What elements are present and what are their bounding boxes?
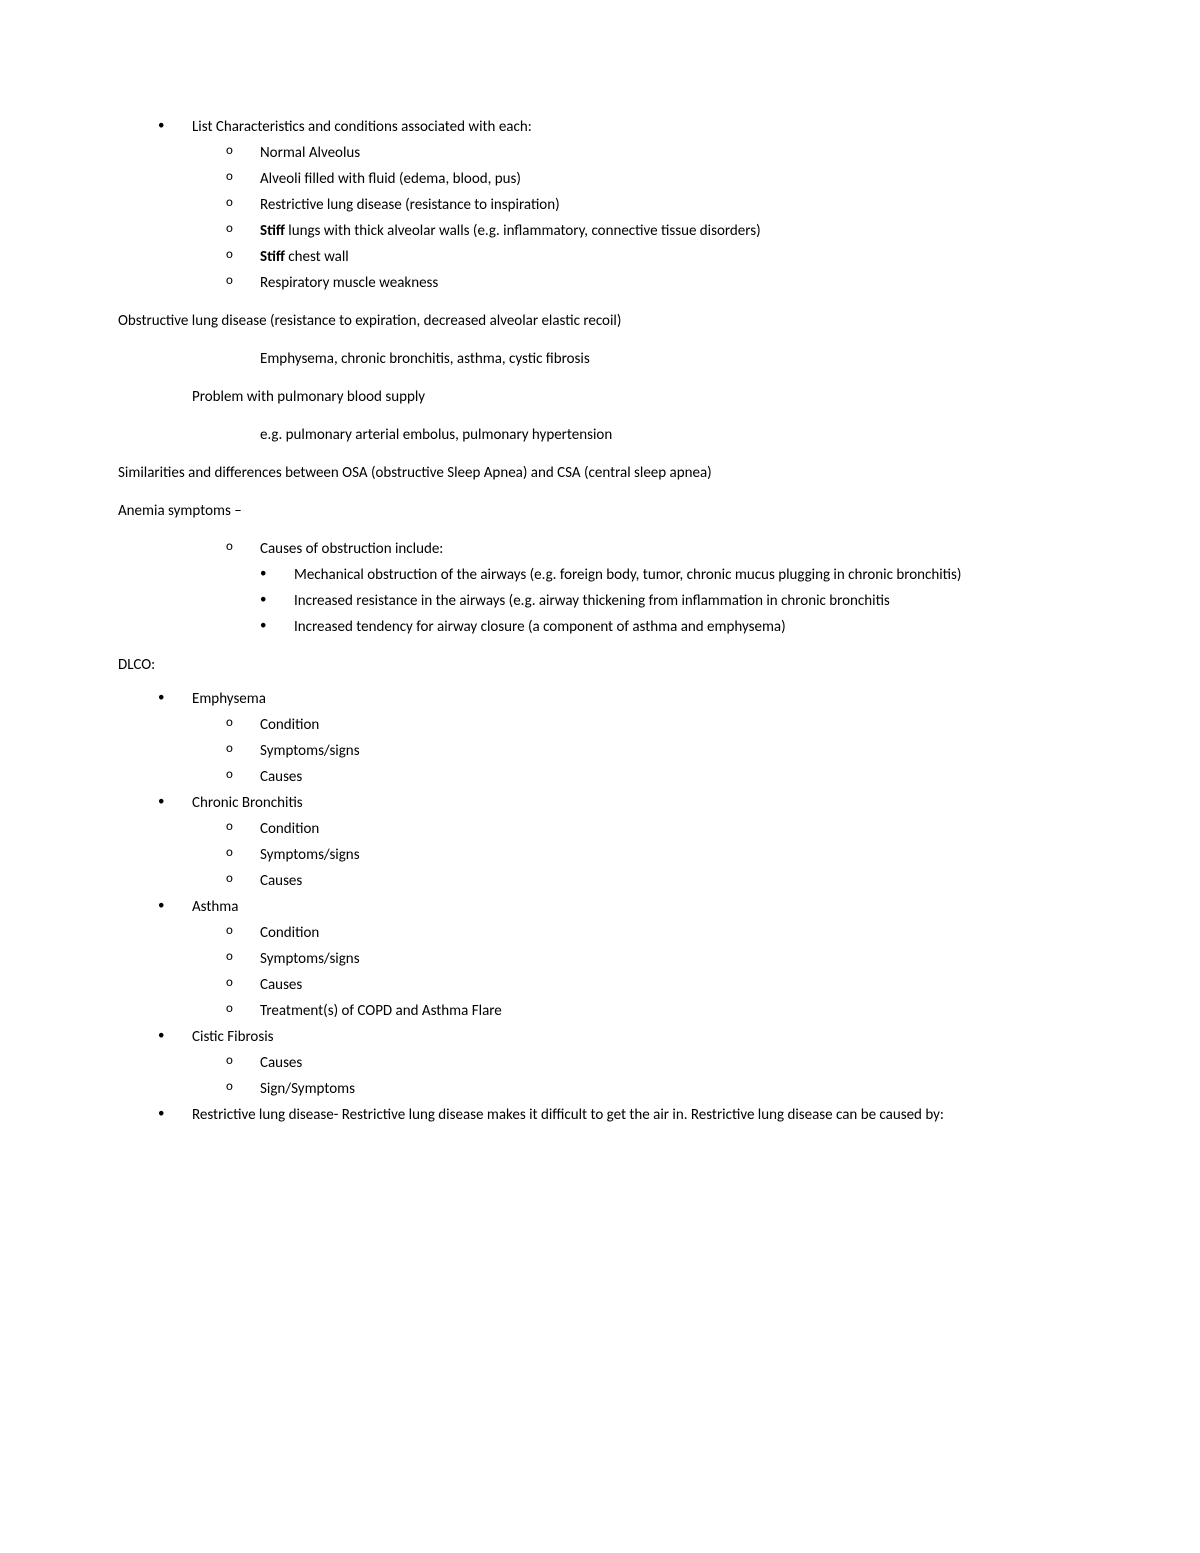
bullet-circle-icon: o xyxy=(226,1077,260,1101)
list-text: Causes xyxy=(260,869,1082,893)
list-text: Condition xyxy=(260,921,1082,945)
list-text: Sign/Symptoms xyxy=(260,1077,1082,1101)
bullet-disc-icon: • xyxy=(158,1103,192,1127)
list-item: • Emphysema xyxy=(158,687,1082,711)
bullet-circle-icon: o xyxy=(226,219,260,243)
bullet-circle-icon: o xyxy=(226,765,260,789)
bullet-circle-icon: o xyxy=(226,843,260,867)
bullet-disc-icon: • xyxy=(158,895,192,919)
bullet-circle-icon: o xyxy=(226,869,260,893)
bullet-disc-icon: • xyxy=(260,589,294,613)
list-text: Causes xyxy=(260,1051,1082,1075)
list-item: o Symptoms/signs xyxy=(226,739,1082,763)
list-item: o Treatment(s) of COPD and Asthma Flare xyxy=(226,999,1082,1023)
bullet-circle-icon: o xyxy=(226,141,260,165)
list-item: o Causes xyxy=(226,973,1082,997)
list-item: o Causes xyxy=(226,869,1082,893)
list-text: Condition xyxy=(260,817,1082,841)
bullet-disc-icon: • xyxy=(158,1025,192,1049)
list-text: Condition xyxy=(260,713,1082,737)
list-item: • Increased resistance in the airways (e… xyxy=(260,589,1082,613)
list-item: • Chronic Bronchitis xyxy=(158,791,1082,815)
list-text: Restrictive lung disease (resistance to … xyxy=(260,193,1082,217)
bullet-circle-icon: o xyxy=(226,245,260,269)
list-item: o Causes xyxy=(226,765,1082,789)
bullet-disc-icon: • xyxy=(260,615,294,639)
list-text: Restrictive lung disease- Restrictive lu… xyxy=(192,1103,1082,1127)
list-item: • Increased tendency for airway closure … xyxy=(260,615,1082,639)
list-item: o Alveoli filled with fluid (edema, bloo… xyxy=(226,167,1082,191)
list-item: • List Characteristics and conditions as… xyxy=(158,115,1082,139)
list-text: Symptoms/signs xyxy=(260,739,1082,763)
list-text: Cistic Fibrosis xyxy=(192,1025,1082,1049)
paragraph: Similarities and differences between OSA… xyxy=(118,461,1082,485)
bullet-circle-icon: o xyxy=(226,1051,260,1075)
list-text-rest: chest wall xyxy=(285,248,349,266)
list-item: o Symptoms/signs xyxy=(226,947,1082,971)
paragraph-indented: Emphysema, chronic bronchitis, asthma, c… xyxy=(260,347,1082,371)
list-text: List Characteristics and conditions asso… xyxy=(192,115,1082,139)
list-item: o Condition xyxy=(226,713,1082,737)
heading: DLCO: xyxy=(118,653,1082,677)
list-item: o Sign/Symptoms xyxy=(226,1077,1082,1101)
list-text: Respiratory muscle weakness xyxy=(260,271,1082,295)
list-item: o Stiff lungs with thick alveolar walls … xyxy=(226,219,1082,243)
list-text: Causes of obstruction include: xyxy=(260,537,1082,561)
paragraph: Obstructive lung disease (resistance to … xyxy=(118,309,1082,333)
list-item: • Mechanical obstruction of the airways … xyxy=(260,563,1082,587)
bullet-circle-icon: o xyxy=(226,739,260,763)
list-text: Increased resistance in the airways (e.g… xyxy=(294,589,1082,613)
list-text: Asthma xyxy=(192,895,1082,919)
list-text: Chronic Bronchitis xyxy=(192,791,1082,815)
bullet-circle-icon: o xyxy=(226,271,260,295)
bullet-circle-icon: o xyxy=(226,817,260,841)
list-text: Causes xyxy=(260,973,1082,997)
document-page: • List Characteristics and conditions as… xyxy=(0,0,1200,1553)
paragraph: Anemia symptoms – xyxy=(118,499,1082,523)
list-text: Causes xyxy=(260,765,1082,789)
list-text: Increased tendency for airway closure (a… xyxy=(294,615,1082,639)
list-text: Alveoli filled with fluid (edema, blood,… xyxy=(260,167,1082,191)
paragraph-indented: e.g. pulmonary arterial embolus, pulmona… xyxy=(260,423,1082,447)
list-text: Emphysema xyxy=(192,687,1082,711)
list-text: Normal Alveolus xyxy=(260,141,1082,165)
bullet-disc-icon: • xyxy=(158,687,192,711)
list-item: o Condition xyxy=(226,817,1082,841)
list-text-rest: lungs with thick alveolar walls (e.g. in… xyxy=(285,222,761,240)
list-item: • Restrictive lung disease- Restrictive … xyxy=(158,1103,1082,1127)
bullet-disc-icon: • xyxy=(158,791,192,815)
bullet-circle-icon: o xyxy=(226,999,260,1023)
bullet-circle-icon: o xyxy=(226,921,260,945)
list-item: o Stiff chest wall xyxy=(226,245,1082,269)
list-item: o Symptoms/signs xyxy=(226,843,1082,867)
bullet-circle-icon: o xyxy=(226,973,260,997)
list-text: Symptoms/signs xyxy=(260,843,1082,867)
list-text: Treatment(s) of COPD and Asthma Flare xyxy=(260,999,1082,1023)
list-item: • Cistic Fibrosis xyxy=(158,1025,1082,1049)
bold-text: Stiff xyxy=(260,248,285,266)
list-item: o Condition xyxy=(226,921,1082,945)
bullet-circle-icon: o xyxy=(226,713,260,737)
bullet-disc-icon: • xyxy=(260,563,294,587)
list-text: Stiff lungs with thick alveolar walls (e… xyxy=(260,219,1082,243)
list-item: o Causes xyxy=(226,1051,1082,1075)
bullet-circle-icon: o xyxy=(226,193,260,217)
list-item: o Restrictive lung disease (resistance t… xyxy=(226,193,1082,217)
list-item: o Respiratory muscle weakness xyxy=(226,271,1082,295)
bullet-disc-icon: • xyxy=(158,115,192,139)
bold-text: Stiff xyxy=(260,222,285,240)
bullet-circle-icon: o xyxy=(226,947,260,971)
bullet-circle-icon: o xyxy=(226,167,260,191)
paragraph-indented: Problem with pulmonary blood supply xyxy=(192,385,1082,409)
list-text: Mechanical obstruction of the airways (e… xyxy=(294,563,1082,587)
list-item: • Asthma xyxy=(158,895,1082,919)
list-item: o Normal Alveolus xyxy=(226,141,1082,165)
list-item: o Causes of obstruction include: xyxy=(226,537,1082,561)
bullet-circle-icon: o xyxy=(226,537,260,561)
list-text: Symptoms/signs xyxy=(260,947,1082,971)
list-text: Stiff chest wall xyxy=(260,245,1082,269)
